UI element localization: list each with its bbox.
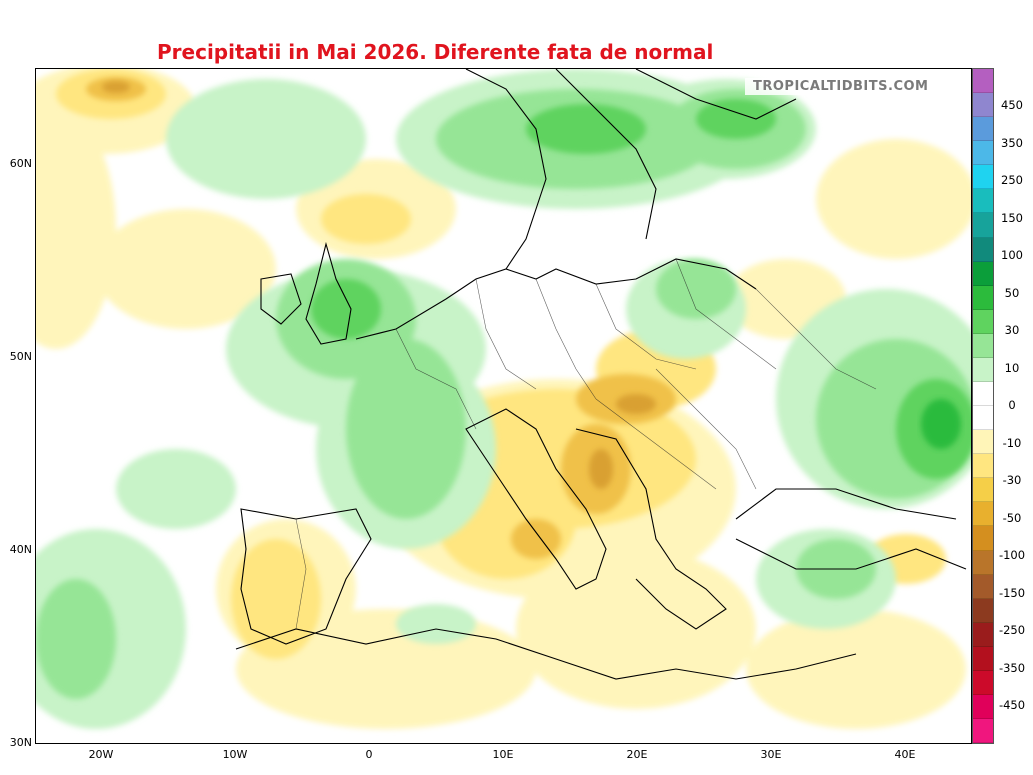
colorbar-cell: [973, 213, 993, 238]
colorbar-cell: [973, 285, 993, 310]
colorbar-cell: [973, 141, 993, 166]
colorbar-cell: [973, 69, 993, 94]
colorbar-cell: [973, 646, 993, 671]
source-watermark: TROPICALTIDBITS.COM: [745, 78, 943, 95]
coastlines: [235, 69, 967, 680]
colorbar-label: -150: [998, 585, 1026, 600]
colorbar-cell: [973, 189, 993, 214]
lon-label-30e: 30E: [760, 748, 782, 761]
lon-label-10w: 10W: [222, 748, 248, 761]
colorbar-cell: [973, 719, 993, 744]
colorbar-label: -100: [998, 548, 1026, 562]
colorbar-cell: [973, 574, 993, 599]
colorbar-cell: [973, 526, 993, 551]
dry-anomaly-severe: [102, 81, 656, 489]
lat-label-40n: 40N: [9, 543, 32, 556]
colorbar-cell: [973, 261, 993, 286]
colorbar-label: -30: [1002, 473, 1022, 487]
colorbar-cell: [973, 357, 993, 383]
colorbar-label: 50: [1004, 285, 1020, 300]
colorbar-label: -350: [998, 660, 1026, 675]
lon-label-20w: 20W: [88, 748, 114, 761]
lat-label-60n: 60N: [9, 157, 32, 170]
lon-label-20e: 20E: [626, 748, 648, 761]
colorbar-cell: [973, 117, 993, 142]
colorbar-cell: [973, 93, 993, 118]
colorbar-label: -250: [998, 623, 1026, 637]
lon-label-10e: 10E: [492, 748, 514, 761]
colorbar-cell: [973, 309, 993, 334]
colorbar-cell: [973, 165, 993, 190]
wet-anomaly-severe: [921, 399, 961, 449]
map-canvas: [36, 69, 971, 729]
colorbar-cell: [973, 478, 993, 503]
colorbar-label: 150: [1001, 210, 1023, 225]
colorbar-label: 250: [1001, 173, 1023, 187]
colorbar-cell: [973, 502, 993, 527]
lon-label-0: 0: [365, 748, 373, 761]
colorbar-label: 450: [1001, 98, 1023, 112]
country-borders: [295, 258, 877, 630]
colorbar-label: -50: [1002, 510, 1022, 525]
colorbar-label: 100: [1001, 248, 1023, 262]
colorbar-cell: [973, 550, 993, 575]
colorbar-label: 30: [1004, 323, 1020, 337]
colorbar-cell: [973, 333, 993, 358]
lat-label-50n: 50N: [9, 350, 32, 363]
colorbar-cell: [973, 695, 993, 720]
lon-label-40e: 40E: [894, 748, 916, 761]
lat-label-30n: 30N: [9, 736, 32, 749]
colorbar: [972, 68, 994, 744]
colorbar-label: -10: [1002, 435, 1022, 450]
colorbar-cell: [973, 382, 993, 407]
colorbar-cell: [973, 430, 993, 455]
colorbar-cell: [973, 670, 993, 696]
colorbar-cell: [973, 406, 993, 431]
colorbar-cell: [973, 622, 993, 647]
map-title: Precipitatii in Mai 2026. Diferente fata…: [157, 40, 714, 64]
colorbar-label: 350: [1001, 135, 1023, 150]
colorbar-cell: [973, 598, 993, 623]
precipitation-anomaly-map: [35, 68, 972, 744]
colorbar-label: 10: [1004, 360, 1020, 375]
colorbar-label: -450: [998, 698, 1026, 712]
colorbar-cell: [973, 237, 993, 262]
colorbar-cell: [973, 454, 993, 479]
colorbar-label: 0: [1008, 398, 1016, 412]
